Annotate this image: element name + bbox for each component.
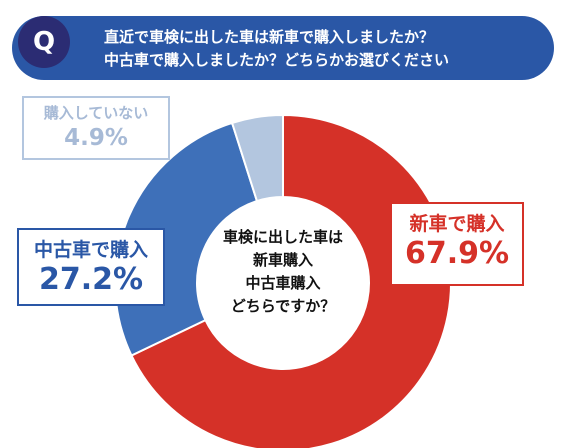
slice-not-purchased [230,113,284,203]
center-line-3: 中古車購入 [245,274,321,292]
slice-value-shinsha: 67.9% [404,236,510,271]
question-badge: Q [18,16,70,68]
question-banner: Q 直近で車検に出した車は新車で購入しましたか？ 中古車で購入しましたか？どちら… [12,16,554,80]
center-line-2: 新車購入 [252,251,313,269]
question-line-1: 直近で車検に出した車は新車で購入しましたか？ [104,28,435,46]
callout-not-purchased: 購入していない 4.9% [22,96,170,160]
slice-label-shinsha: 新車で購入 [409,213,505,235]
center-line-4: どちらですか？ [230,297,336,315]
slice-value-chuko: 27.2% [38,262,144,297]
callout-chuko: 中古車で購入 27.2% [17,228,165,306]
question-text: 直近で車検に出した車は新車で購入しましたか？ 中古車で購入しましたか？どちらかお… [104,26,544,72]
question-line-2: 中古車で購入しましたか？どちらかお選びください [104,51,450,69]
slice-label-not-purchased: 購入していない [43,104,149,122]
center-line-1: 車検に出した車は [222,228,343,246]
donut-center-text: 車検に出した車は 新車購入 中古車購入 どちらですか？ [200,226,366,318]
slice-label-chuko: 中古車で購入 [33,239,148,261]
slice-value-not-purchased: 4.9% [64,125,128,151]
callout-shinsha: 新車で購入 67.9% [390,202,524,286]
